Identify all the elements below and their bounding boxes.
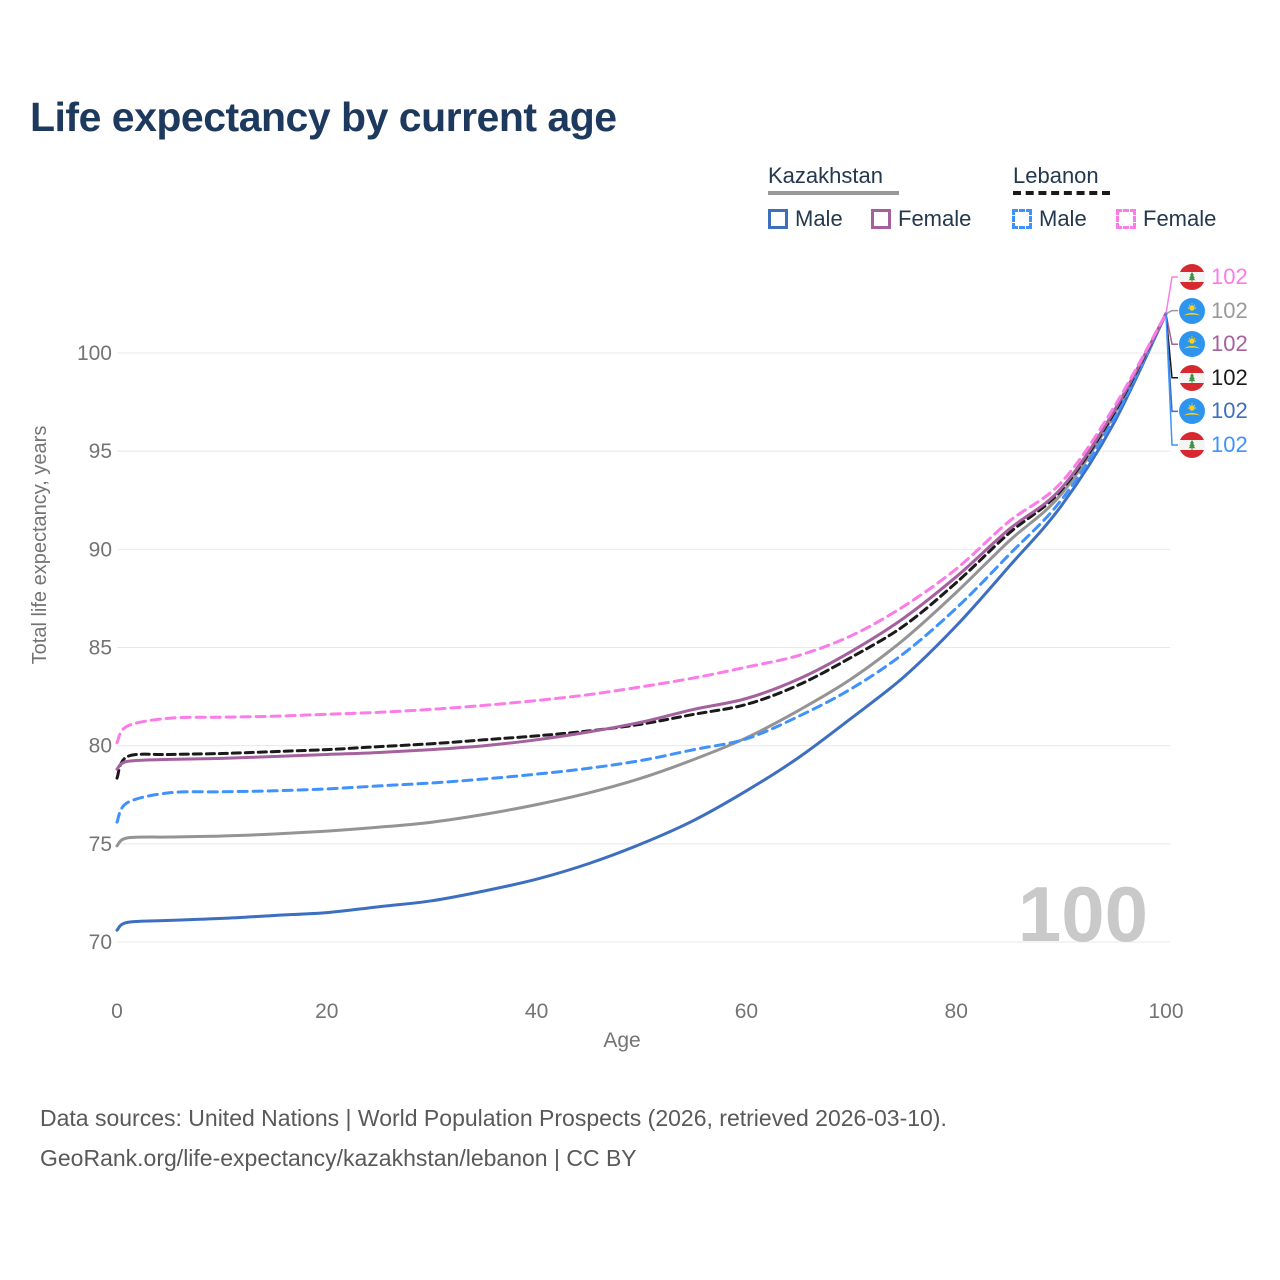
lebanon-flag-icon xyxy=(1179,264,1205,290)
x-tick-label-0: 0 xyxy=(111,1000,123,1023)
y-tick-label-90: 90 xyxy=(89,538,112,561)
legend-item-kazakhstan-female[interactable]: Female xyxy=(871,206,971,232)
legend-item-label: Female xyxy=(1143,206,1217,231)
x-tick-label-60: 60 xyxy=(735,1000,758,1023)
end-label-kazakhstan-female: 102 xyxy=(1179,331,1248,358)
legend-item-label: Male xyxy=(795,206,843,231)
series-line-kazakhstan-male xyxy=(115,312,1168,932)
legend-underline-lebanon xyxy=(1013,191,1110,195)
series-line-kazakhstan-both-sexes xyxy=(115,312,1168,848)
legend-swatch-lebanon-female xyxy=(1116,209,1136,229)
x-tick-label-100: 100 xyxy=(1148,1000,1183,1023)
legend-underline-kazakhstan xyxy=(768,191,899,195)
end-value: 102 xyxy=(1211,264,1248,289)
legend-swatch-lebanon-male xyxy=(1012,209,1032,229)
end-value: 102 xyxy=(1211,297,1248,323)
leader-line-5 xyxy=(1165,313,1178,446)
x-axis-title: Age xyxy=(603,1029,640,1052)
kazakhstan-flag-icon xyxy=(1179,331,1205,358)
series-line-kazakhstan-female xyxy=(115,312,1168,771)
end-value: 102 xyxy=(1211,398,1248,424)
end-label-kazakhstan-male: 102 xyxy=(1179,398,1248,425)
legend-item-label: Male xyxy=(1039,206,1087,231)
end-label-lebanon-female: 102 xyxy=(1179,264,1248,290)
footer-attribution: GeoRank.org/life-expectancy/kazakhstan/l… xyxy=(40,1145,637,1171)
end-value: 102 xyxy=(1211,364,1248,390)
leader-line-0 xyxy=(1165,276,1178,314)
y-tick-label-100: 100 xyxy=(77,342,112,365)
lebanon-flag-icon xyxy=(1179,432,1205,458)
y-tick-label-80: 80 xyxy=(89,735,112,758)
legend-country-lebanon[interactable]: Lebanon xyxy=(1013,163,1099,188)
age-indicator-watermark: 100 xyxy=(1018,870,1148,958)
end-label-lebanon-total: 102 xyxy=(1179,364,1248,391)
x-tick-label-40: 40 xyxy=(525,1000,548,1023)
y-axis-title: Total life expectancy, years xyxy=(29,426,51,665)
y-tick-label-70: 70 xyxy=(89,931,112,954)
kazakhstan-flag-icon xyxy=(1179,297,1205,324)
leader-line-1 xyxy=(1165,309,1178,315)
legend-item-lebanon-female[interactable]: Female xyxy=(1116,206,1216,232)
kazakhstan-flag-icon xyxy=(1179,398,1205,425)
series-line-lebanon-female xyxy=(115,312,1168,745)
end-label-kazakhstan-total: 102 xyxy=(1179,297,1248,324)
legend-item-label: Female xyxy=(898,206,972,231)
series-line-lebanon-male xyxy=(115,312,1168,824)
footer-data-sources: Data sources: United Nations | World Pop… xyxy=(40,1105,947,1131)
x-tick-label-20: 20 xyxy=(315,1000,338,1023)
series-line-lebanon-both-sexes xyxy=(115,312,1168,780)
end-value: 102 xyxy=(1211,331,1248,357)
end-label-lebanon-male: 102 xyxy=(1179,432,1248,458)
legend-swatch-kazakhstan-female xyxy=(871,209,891,229)
legend-item-lebanon-male[interactable]: Male xyxy=(1012,206,1087,232)
legend-swatch-kazakhstan-male xyxy=(768,209,788,229)
y-tick-label-85: 85 xyxy=(89,637,112,660)
lebanon-flag-icon xyxy=(1179,364,1205,391)
legend-country-kazakhstan[interactable]: Kazakhstan xyxy=(768,163,883,188)
y-tick-label-95: 95 xyxy=(89,440,112,463)
legend-item-kazakhstan-male[interactable]: Male xyxy=(768,206,843,232)
page-title: Life expectancy by current age xyxy=(30,94,617,140)
x-tick-label-80: 80 xyxy=(945,1000,968,1023)
y-tick-label-75: 75 xyxy=(89,833,112,856)
leader-line-2 xyxy=(1165,313,1178,345)
end-value: 102 xyxy=(1211,432,1248,457)
